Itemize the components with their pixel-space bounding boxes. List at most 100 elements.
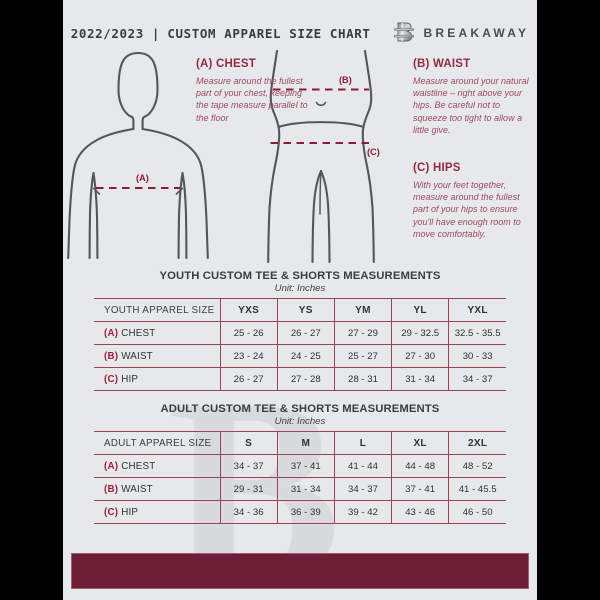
adult-label-header: ADULT APPAREL SIZE [94, 431, 221, 455]
callout-waist: (B) WAIST Measure around your natural wa… [413, 58, 533, 136]
youth-r2-c3: 31 - 34 [391, 367, 450, 391]
callout-waist-heading: (B) WAIST [413, 58, 471, 70]
youth-r0-c4: 32.5 - 35.5 [448, 321, 506, 345]
adult-row-0-name: CHEST [121, 460, 156, 472]
header-separator: | [151, 25, 160, 41]
youth-row-2-name: HIP [121, 373, 139, 385]
table-row: (C) HIP 34 - 36 36 - 39 39 - 42 43 - 46 4… [94, 500, 506, 524]
adult-col-2: L [333, 431, 393, 455]
adult-r1-c0: 29 - 31 [219, 477, 278, 501]
adult-r2-c1: 36 - 39 [276, 500, 335, 524]
table-row: (A) CHEST 25 - 26 26 - 27 27 - 29 29 - 32… [94, 321, 506, 345]
adult-r2-c3: 43 - 46 [391, 500, 450, 524]
adult-r1-c3: 37 - 41 [391, 477, 450, 501]
youth-r2-c0: 26 - 27 [219, 367, 278, 391]
adult-col-3: XL [391, 431, 450, 455]
youth-r0-c2: 27 - 29 [333, 321, 393, 345]
adult-table-block: ADULT CUSTOM TEE & SHORTS MEASUREMENTS U… [94, 403, 506, 524]
adult-r0-c3: 44 - 48 [391, 454, 450, 478]
adult-table-unit: Unit: Inches [274, 416, 326, 427]
youth-r2-c2: 28 - 31 [333, 367, 393, 391]
table-row: (A) CHEST 34 - 37 37 - 41 41 - 44 44 - 48… [94, 454, 506, 478]
youth-row-2-label: (C) HIP [94, 367, 221, 391]
callout-chest: (A) CHEST Measure around the fullest par… [196, 58, 316, 124]
table-header-row: YOUTH APPAREL SIZE YXS YS YM YL YXL [94, 298, 506, 322]
youth-r1-c2: 25 - 27 [333, 344, 393, 368]
youth-col-1: YS [276, 298, 335, 322]
waist-marker-label: (B) [339, 75, 352, 85]
upper-body-torso-figure [67, 51, 209, 260]
youth-table-title: YOUTH CUSTOM TEE & SHORTS MEASUREMENTS [159, 270, 441, 282]
callout-chest-heading: (A) CHEST [196, 58, 256, 70]
chest-marker-label: (A) [136, 173, 149, 183]
header-season: 2022/2023 [70, 25, 144, 41]
measurement-diagram: (A) (B) (C) (A) CHEST Measure around the… [63, 48, 537, 266]
footer-banner [71, 553, 529, 589]
youth-r1-c0: 23 - 24 [219, 344, 278, 368]
callout-hips: (C) HIPS With your feet together, measur… [413, 162, 535, 240]
youth-col-0: YXS [219, 298, 278, 322]
adult-row-1-label: (B) WAIST [94, 477, 221, 501]
youth-col-3: YL [391, 298, 450, 322]
table-row: (B) WAIST 23 - 24 24 - 25 25 - 27 27 - 30… [94, 344, 506, 368]
youth-table-unit: Unit: Inches [274, 283, 326, 294]
youth-r1-c4: 30 - 33 [448, 344, 506, 368]
adult-row-2-tag: (C) [104, 506, 119, 518]
table-header-row: ADULT APPAREL SIZE S M L XL 2XL [94, 431, 506, 455]
youth-r2-c1: 27 - 28 [276, 367, 335, 391]
adult-r2-c0: 34 - 36 [219, 500, 278, 524]
youth-row-1-tag: (B) [104, 350, 119, 362]
youth-row-0-label: (A) CHEST [94, 321, 221, 345]
youth-row-2-tag: (C) [104, 373, 119, 385]
callout-chest-text: Measure around the fullest part of your … [196, 76, 308, 123]
lower-body-hips-figure [267, 49, 375, 264]
breakaway-b-logo-icon [393, 20, 415, 46]
adult-r2-c2: 39 - 42 [333, 500, 393, 524]
adult-row-2-label: (C) HIP [94, 500, 221, 524]
youth-r0-c1: 26 - 27 [276, 321, 335, 345]
adult-r1-c2: 34 - 37 [333, 477, 393, 501]
youth-r2-c4: 34 - 37 [448, 367, 506, 391]
document-canvas: B 2022/2023 | CUSTOM APPAREL SIZE CHART [63, 0, 537, 600]
youth-r1-c1: 24 - 25 [276, 344, 335, 368]
adult-size-table: ADULT APPAREL SIZE S M L XL 2XL (A) CHEST… [94, 431, 506, 524]
youth-row-1-label: (B) WAIST [94, 344, 221, 368]
callout-hips-heading: (C) HIPS [413, 162, 461, 174]
chest-measure-arrowheads [92, 187, 184, 195]
youth-col-2: YM [333, 298, 393, 322]
youth-row-0-tag: (A) [104, 327, 119, 339]
hips-marker-label: (C) [367, 147, 380, 157]
youth-r0-c3: 29 - 32.5 [391, 321, 450, 345]
adult-r0-c1: 37 - 41 [276, 454, 335, 478]
table-row: (C) HIP 26 - 27 27 - 28 28 - 31 31 - 34 3… [94, 367, 506, 391]
adult-row-0-label: (A) CHEST [94, 454, 221, 478]
youth-r1-c3: 27 - 30 [391, 344, 450, 368]
callout-waist-text: Measure around your natural waistline – … [413, 76, 529, 135]
youth-row-1-name: WAIST [121, 350, 153, 362]
adult-table-title: ADULT CUSTOM TEE & SHORTS MEASUREMENTS [160, 403, 440, 415]
adult-r1-c4: 41 - 45.5 [448, 477, 506, 501]
adult-row-0-tag: (A) [104, 460, 119, 472]
adult-r0-c4: 48 - 52 [448, 454, 506, 478]
youth-col-4: YXL [448, 298, 506, 322]
adult-col-1: M [276, 431, 335, 455]
adult-r1-c1: 31 - 34 [276, 477, 335, 501]
brand-name: BREAKAWAY [423, 26, 530, 40]
adult-row-2-name: HIP [121, 506, 139, 518]
youth-label-header: YOUTH APPAREL SIZE [94, 298, 221, 322]
adult-r0-c0: 34 - 37 [219, 454, 278, 478]
adult-col-0: S [219, 431, 278, 455]
adult-row-1-tag: (B) [104, 483, 119, 495]
youth-table-block: YOUTH CUSTOM TEE & SHORTS MEASUREMENTS U… [94, 270, 506, 391]
callout-hips-text: With your feet together, measure around … [413, 180, 521, 239]
brand-lockup: BREAKAWAY [393, 20, 530, 46]
adult-row-1-name: WAIST [121, 483, 153, 495]
adult-r2-c4: 46 - 50 [448, 500, 506, 524]
youth-row-0-name: CHEST [121, 327, 156, 339]
page-header: 2022/2023 | CUSTOM APPAREL SIZE CHART [63, 18, 537, 48]
page-title: CUSTOM APPAREL SIZE CHART [167, 25, 371, 41]
table-row: (B) WAIST 29 - 31 31 - 34 34 - 37 37 - 41… [94, 477, 506, 501]
youth-size-table: YOUTH APPAREL SIZE YXS YS YM YL YXL (A) C… [94, 298, 506, 391]
adult-r0-c2: 41 - 44 [333, 454, 393, 478]
